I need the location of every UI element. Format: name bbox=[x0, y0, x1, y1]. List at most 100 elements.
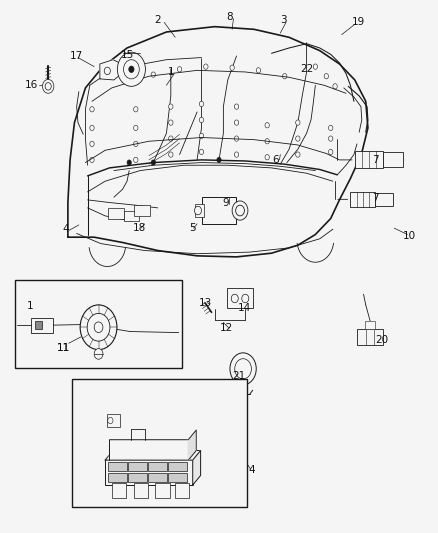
Bar bbox=[195, 204, 204, 217]
Text: 11: 11 bbox=[57, 343, 70, 352]
Circle shape bbox=[328, 149, 333, 155]
Text: 6: 6 bbox=[272, 155, 279, 165]
Circle shape bbox=[234, 136, 239, 141]
Bar bbox=[202, 197, 236, 224]
Bar bbox=[227, 288, 253, 308]
Bar bbox=[15, 280, 182, 368]
Text: 7: 7 bbox=[372, 193, 379, 203]
Bar bbox=[108, 473, 127, 482]
Bar bbox=[148, 462, 167, 471]
Circle shape bbox=[232, 201, 248, 220]
Text: 13: 13 bbox=[198, 298, 212, 308]
Text: 19: 19 bbox=[352, 18, 365, 27]
Text: 4: 4 bbox=[248, 465, 255, 475]
Text: 21: 21 bbox=[232, 371, 245, 381]
Circle shape bbox=[204, 64, 208, 69]
Circle shape bbox=[104, 67, 110, 75]
Circle shape bbox=[231, 294, 238, 303]
Circle shape bbox=[94, 322, 103, 333]
Circle shape bbox=[296, 152, 300, 157]
Bar bbox=[112, 483, 126, 498]
Text: 9: 9 bbox=[222, 198, 229, 207]
Bar bbox=[168, 473, 187, 482]
Circle shape bbox=[90, 125, 94, 131]
Text: 3: 3 bbox=[280, 15, 287, 25]
Bar bbox=[357, 329, 383, 345]
Bar bbox=[128, 473, 147, 482]
Circle shape bbox=[169, 120, 173, 125]
Bar bbox=[105, 460, 193, 485]
Text: 1: 1 bbox=[26, 302, 33, 311]
Bar bbox=[134, 205, 150, 216]
Circle shape bbox=[87, 313, 110, 341]
Circle shape bbox=[265, 155, 269, 160]
Circle shape bbox=[129, 66, 134, 72]
Circle shape bbox=[230, 353, 256, 385]
Polygon shape bbox=[100, 60, 122, 80]
Circle shape bbox=[242, 294, 249, 303]
Bar bbox=[175, 483, 189, 498]
Circle shape bbox=[169, 104, 173, 109]
Circle shape bbox=[199, 133, 204, 139]
Circle shape bbox=[169, 136, 173, 141]
Circle shape bbox=[45, 83, 51, 90]
Circle shape bbox=[194, 206, 201, 215]
Circle shape bbox=[90, 141, 94, 147]
Circle shape bbox=[134, 157, 138, 163]
Circle shape bbox=[151, 160, 155, 165]
Circle shape bbox=[230, 65, 234, 70]
Bar bbox=[128, 462, 147, 471]
Text: 10: 10 bbox=[403, 231, 416, 240]
Circle shape bbox=[127, 160, 131, 165]
Bar bbox=[31, 318, 53, 333]
Circle shape bbox=[169, 152, 173, 157]
Circle shape bbox=[134, 141, 138, 147]
Circle shape bbox=[199, 149, 204, 155]
Text: 17: 17 bbox=[70, 51, 83, 61]
Circle shape bbox=[234, 152, 239, 157]
Circle shape bbox=[235, 359, 251, 379]
Circle shape bbox=[333, 84, 337, 89]
Circle shape bbox=[177, 67, 182, 72]
Circle shape bbox=[313, 64, 318, 69]
Circle shape bbox=[42, 79, 54, 93]
Circle shape bbox=[234, 104, 239, 109]
Circle shape bbox=[324, 74, 328, 79]
Circle shape bbox=[199, 117, 204, 123]
Circle shape bbox=[117, 52, 145, 86]
Circle shape bbox=[234, 120, 239, 125]
Text: 16: 16 bbox=[25, 80, 38, 90]
Text: 20: 20 bbox=[375, 335, 389, 345]
Bar bbox=[155, 483, 170, 498]
Bar bbox=[108, 462, 127, 471]
Circle shape bbox=[90, 107, 94, 112]
Bar bbox=[350, 192, 375, 207]
Text: 8: 8 bbox=[226, 12, 233, 22]
Circle shape bbox=[80, 305, 117, 350]
Text: 5: 5 bbox=[189, 223, 196, 233]
Circle shape bbox=[124, 60, 139, 79]
Bar bbox=[124, 211, 139, 221]
Bar bbox=[375, 193, 393, 206]
Circle shape bbox=[283, 74, 287, 79]
Circle shape bbox=[90, 157, 94, 163]
Text: 11: 11 bbox=[57, 343, 70, 352]
Polygon shape bbox=[105, 450, 201, 460]
Circle shape bbox=[236, 205, 244, 216]
Text: 18: 18 bbox=[133, 223, 146, 233]
Polygon shape bbox=[188, 430, 196, 460]
Bar bbox=[355, 151, 383, 168]
Circle shape bbox=[296, 120, 300, 125]
Circle shape bbox=[256, 68, 261, 73]
Bar bbox=[168, 462, 187, 471]
Bar bbox=[107, 414, 120, 427]
Bar bbox=[383, 152, 403, 167]
Text: 12: 12 bbox=[220, 323, 233, 333]
Bar bbox=[72, 379, 247, 507]
Bar bbox=[148, 473, 167, 482]
Circle shape bbox=[328, 136, 333, 141]
Text: 22: 22 bbox=[300, 64, 313, 74]
Circle shape bbox=[199, 101, 204, 107]
Bar bbox=[134, 483, 148, 498]
Bar bbox=[35, 321, 42, 329]
